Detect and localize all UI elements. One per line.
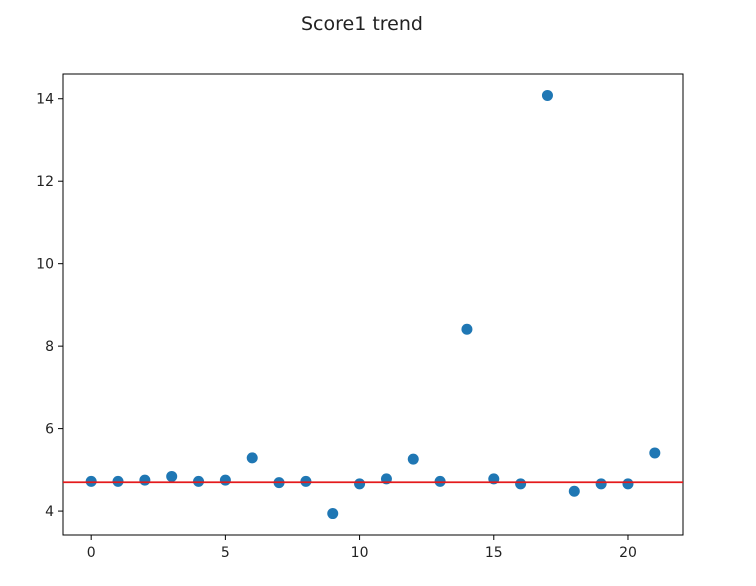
y-tick-label: 6 — [45, 422, 54, 438]
data-point — [461, 323, 473, 335]
data-point — [515, 478, 527, 490]
data-point — [219, 474, 231, 486]
x-tick-label: 15 — [485, 545, 503, 561]
y-tick-label: 14 — [36, 92, 54, 108]
data-point — [568, 485, 580, 497]
x-tick-label: 10 — [351, 545, 369, 561]
data-point — [354, 478, 366, 490]
data-point — [649, 447, 661, 459]
x-tick-label: 0 — [87, 545, 96, 561]
y-tick-label: 8 — [45, 339, 54, 355]
data-point — [407, 453, 419, 465]
data-point — [139, 474, 151, 486]
data-point — [166, 470, 178, 482]
plot-area: 0 5 10 15 20 4 6 8 10 12 14 — [36, 73, 684, 561]
data-point — [246, 452, 258, 464]
axes-frame — [62, 73, 684, 536]
x-tick-label: 5 — [221, 545, 230, 561]
chart-title: Score1 trend — [301, 13, 423, 35]
x-tick-label: 20 — [619, 545, 637, 561]
data-point — [327, 508, 339, 520]
data-point — [622, 478, 634, 490]
y-tick-label: 12 — [36, 174, 54, 190]
data-point — [595, 478, 607, 490]
y-tick-label: 10 — [36, 257, 54, 273]
data-point — [541, 89, 553, 101]
y-tick-label: 4 — [45, 504, 54, 520]
